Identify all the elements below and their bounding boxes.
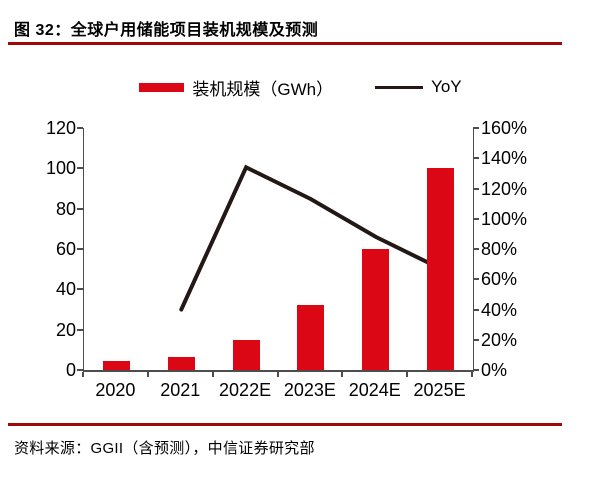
plot-area bbox=[83, 128, 474, 372]
bar-legend-label: 装机规模（GWh） bbox=[192, 79, 334, 99]
bar-2022E bbox=[232, 339, 260, 370]
left-axis-tick-label: 100 bbox=[45, 158, 76, 179]
left-axis-tick bbox=[77, 248, 83, 250]
right-axis-tick-label: 20% bbox=[481, 329, 518, 350]
left-axis-tick-label: 0 bbox=[65, 360, 76, 380]
x-axis-tick-label: 2021 bbox=[160, 380, 201, 400]
yoy-line-layer bbox=[179, 164, 443, 312]
left-axis-tick bbox=[77, 207, 83, 210]
x-axis-tick-label: 2022E bbox=[219, 380, 272, 400]
left-axis-tick bbox=[77, 288, 83, 291]
bar-2023E bbox=[297, 305, 325, 370]
right-axis-tick bbox=[473, 157, 479, 160]
right-axis-tick-label: 60% bbox=[481, 269, 518, 290]
x-axis-tick bbox=[276, 372, 279, 377]
bar-2024E bbox=[362, 249, 390, 370]
yoy-line bbox=[179, 164, 443, 312]
left-axis-tick-label: 80 bbox=[55, 198, 76, 219]
line-legend-swatch bbox=[375, 85, 424, 89]
left-axis-tick-label: 40 bbox=[55, 279, 76, 300]
x-axis-tick-label: 2023E bbox=[283, 380, 336, 400]
x-axis-tick bbox=[82, 372, 84, 377]
left-axis-tick bbox=[77, 328, 83, 331]
right-axis-tick-label: 80% bbox=[481, 239, 518, 259]
left-axis-tick bbox=[77, 369, 83, 371]
right-axis-tick bbox=[473, 187, 479, 190]
x-axis-tick-label: 2024E bbox=[348, 380, 401, 400]
x-axis-tick-label: 2025E bbox=[413, 380, 466, 400]
right-axis-tick-label: 120% bbox=[481, 178, 528, 199]
left-axis-tick bbox=[77, 127, 83, 129]
left-axis-tick bbox=[77, 167, 83, 170]
right-axis-tick bbox=[473, 338, 479, 341]
right-axis-tick bbox=[473, 308, 479, 311]
x-axis-tick bbox=[406, 372, 409, 377]
source-divider bbox=[8, 423, 562, 426]
bar-2021 bbox=[167, 357, 195, 370]
line-legend-label: YoY bbox=[431, 77, 462, 96]
right-axis-tick bbox=[473, 127, 479, 129]
right-axis-tick bbox=[473, 248, 479, 250]
x-axis-tick bbox=[146, 372, 149, 377]
source-note: 资料来源：GGII（含预测），中信证券研究部 bbox=[14, 440, 315, 457]
right-axis-tick-label: 0% bbox=[481, 360, 508, 380]
x-axis-tick-label: 2020 bbox=[95, 380, 136, 400]
bar-2025E bbox=[427, 168, 455, 370]
right-axis-tick bbox=[473, 369, 479, 371]
right-axis-tick bbox=[473, 278, 479, 281]
right-axis-tick-label: 100% bbox=[481, 208, 528, 229]
x-axis-tick bbox=[341, 372, 344, 377]
right-axis-tick-label: 140% bbox=[481, 148, 528, 169]
title-underline bbox=[8, 42, 562, 45]
chart-legend: 装机规模（GWh） YoY bbox=[0, 75, 601, 99]
right-axis-tick-label: 40% bbox=[481, 299, 518, 320]
left-axis-tick-label: 60 bbox=[55, 239, 76, 259]
figure-title: 图 32：全球户用储能项目装机规模及预测 bbox=[14, 22, 319, 39]
left-axis-tick-label: 120 bbox=[45, 118, 76, 138]
right-axis-tick bbox=[473, 217, 479, 220]
legend-item-line: YoY bbox=[375, 77, 462, 97]
right-axis-tick-label: 160% bbox=[481, 118, 528, 138]
bar-legend-swatch bbox=[139, 82, 185, 92]
x-axis-tick bbox=[211, 372, 214, 377]
left-axis-tick-label: 20 bbox=[55, 319, 76, 340]
bar-2020 bbox=[102, 360, 130, 370]
x-axis-tick bbox=[471, 372, 473, 377]
legend-item-bar: 装机规模（GWh） bbox=[139, 75, 333, 100]
